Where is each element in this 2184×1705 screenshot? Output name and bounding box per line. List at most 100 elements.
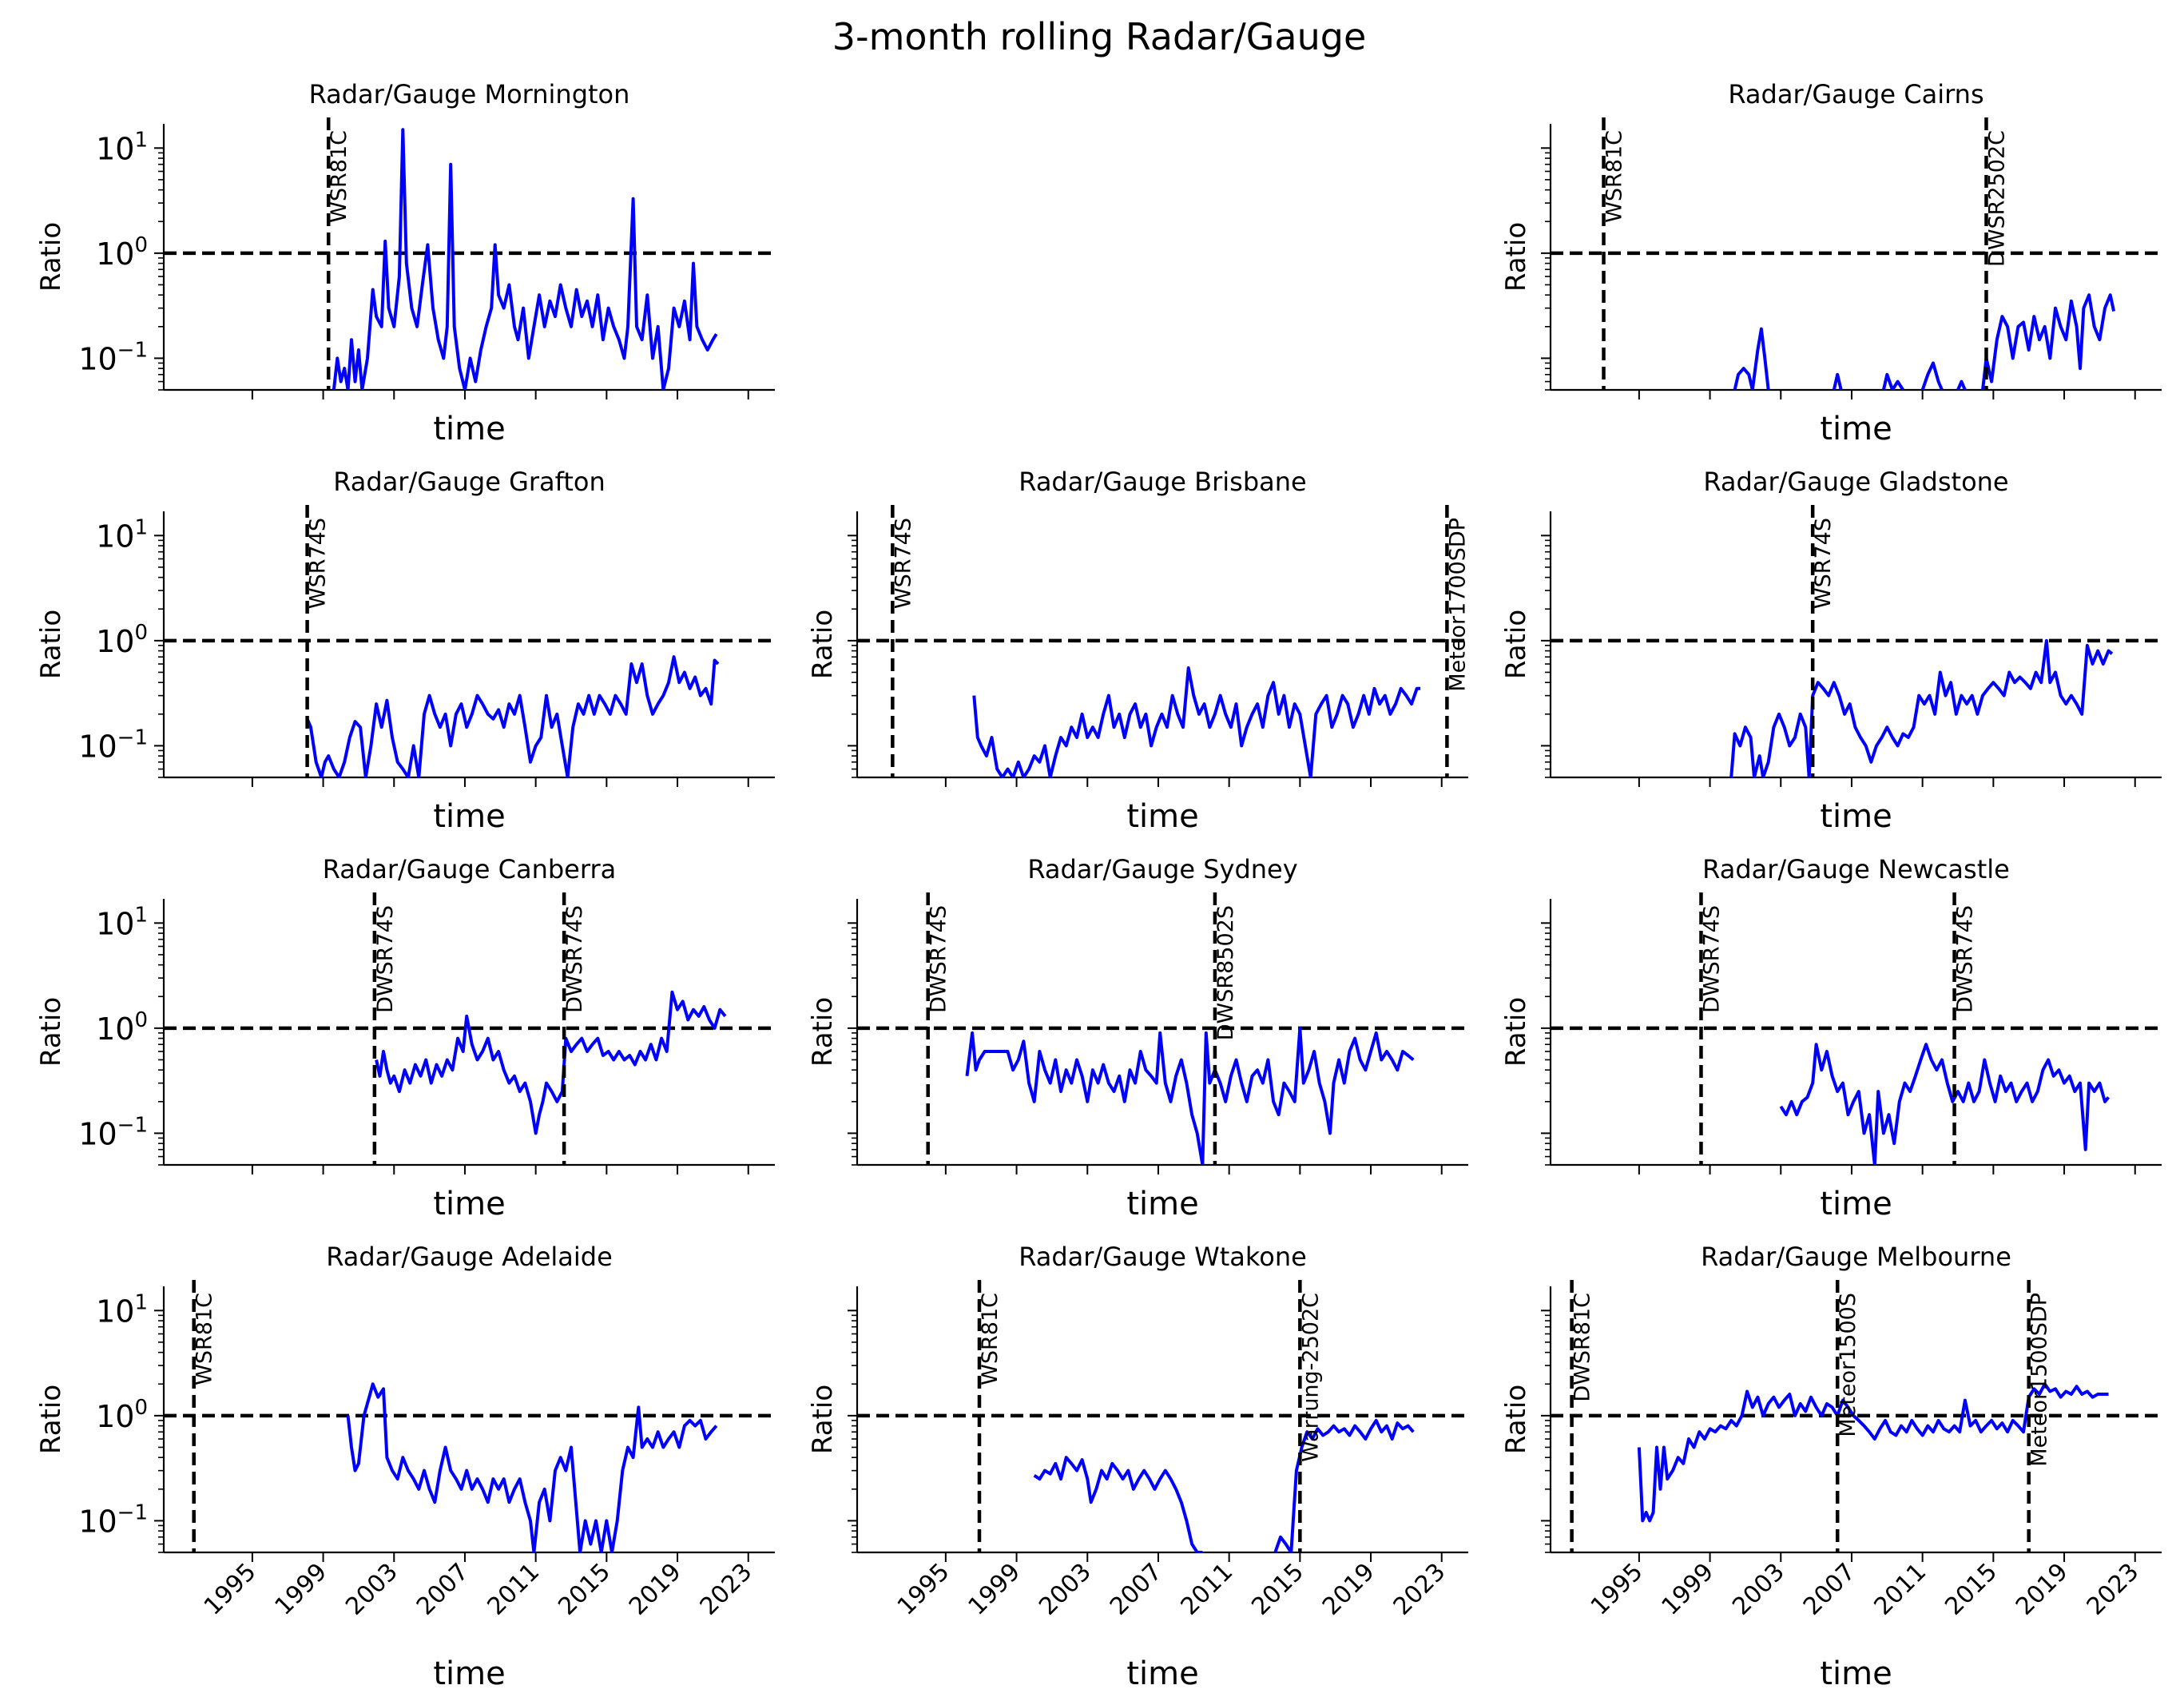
x-tick-label: 2023 — [2082, 1558, 2145, 1621]
panel-cairns: Ratio time Radar/Gauge Cairns WSR81C DWSR250… — [1500, 79, 2162, 447]
y-tick-label: 10−1 — [78, 1500, 148, 1539]
x-tick-label: 1995 — [1586, 1558, 1649, 1621]
figure-title: 3-month rolling Radar/Gauge — [832, 15, 1367, 58]
x-tick-label: 2003 — [1034, 1558, 1097, 1621]
radar-change-label: DWSR74S — [373, 905, 398, 1013]
ratio-series-line — [346, 1382, 718, 1552]
radar-change-label: WSR74S — [1811, 518, 1836, 609]
ratio-series-line — [1779, 1043, 2111, 1165]
y-axis-label: Ratio — [1500, 610, 1532, 679]
radar-change-label: DWSR8502S — [1213, 905, 1238, 1040]
x-tick-label: 1995 — [199, 1558, 262, 1621]
y-axis-label: Ratio — [807, 1385, 839, 1454]
y-tick-label: 10−1 — [78, 338, 148, 376]
radar-change-label: Warrung-2502C — [1298, 1293, 1323, 1462]
y-axis-label: Ratio — [807, 997, 839, 1067]
panel-title: Radar/Gauge Wtakone — [1019, 1242, 1307, 1272]
y-tick-label: 100 — [96, 233, 148, 272]
radar-change-label: DWSR74S — [927, 905, 951, 1013]
radar-change-label: WSR81C — [327, 130, 351, 223]
ratio-series-line — [305, 655, 720, 777]
x-axis-label: time — [1126, 1186, 1198, 1222]
panels: 101 100 10−1 Ratio time Radar/Gauge Morningto… — [35, 79, 2162, 1692]
x-tick-label: 2011 — [482, 1558, 546, 1621]
x-axis-label: time — [433, 1655, 505, 1692]
y-axis-label: Ratio — [35, 610, 67, 679]
panel-mornington: 101 100 10−1 Ratio time Radar/Gauge Morningto… — [35, 79, 775, 447]
x-tick-label: 2003 — [1727, 1558, 1790, 1621]
x-tick-label: 2023 — [695, 1558, 758, 1621]
radar-change-label: Meteor1500S — [1836, 1293, 1860, 1437]
ratio-series-line — [1733, 293, 2116, 390]
y-axis-label: Ratio — [35, 1385, 67, 1454]
panel-title: Radar/Gauge Mornington — [309, 79, 630, 109]
x-tick-label: 2007 — [1798, 1558, 1861, 1621]
ratio-series-line — [332, 128, 718, 390]
panel-adelaide: 101 100 10−1 1995 1999 2003 2007 2011 2015 2019 20… — [35, 1242, 775, 1692]
x-tick-label: 1999 — [1656, 1558, 1719, 1621]
y-tick-label: 101 — [96, 1290, 148, 1329]
radar-change-label: DWSR81C — [1570, 1293, 1595, 1402]
panel-title: Radar/Gauge Canberra — [323, 854, 616, 884]
panel-wtakone: 1995 1999 2003 2007 2011 2015 2019 2023 Ratio tim… — [807, 1242, 1468, 1692]
radar-change-label: WSR74S — [891, 518, 915, 609]
panel-title: Radar/Gauge Brisbane — [1019, 467, 1306, 497]
y-axis-label: Ratio — [1500, 222, 1532, 292]
x-axis-label: time — [1820, 411, 1892, 447]
radar-change-label: Meteor1500SDP — [2027, 1293, 2052, 1467]
radar-change-label: WSR81C — [978, 1293, 1003, 1385]
ratio-series-line — [1729, 638, 2114, 777]
x-tick-label: 2007 — [1105, 1558, 1168, 1621]
y-axis-label: Ratio — [1500, 997, 1532, 1067]
y-tick-label: 10−1 — [78, 1113, 148, 1151]
y-tick-label: 101 — [96, 515, 148, 554]
ratio-series-line — [965, 1026, 1415, 1165]
radar-change-label: Meteor1700SDP — [1445, 518, 1470, 692]
radar-change-label: WSR81C — [193, 1293, 217, 1385]
x-tick-label: 2003 — [340, 1558, 403, 1621]
radar-change-label: DWSR74S — [562, 905, 587, 1013]
x-tick-label: 2023 — [1388, 1558, 1451, 1621]
x-axis-label: time — [433, 798, 505, 835]
panel-title: Radar/Gauge Adelaide — [326, 1242, 613, 1272]
x-tick-label: 2019 — [1317, 1558, 1380, 1621]
x-tick-label: 2015 — [1940, 1558, 2003, 1621]
x-tick-label: 2015 — [1246, 1558, 1309, 1621]
x-tick-label: 2011 — [1176, 1558, 1239, 1621]
radar-change-label: WSR81C — [1602, 130, 1627, 223]
y-tick-label: 100 — [96, 621, 148, 659]
y-tick-label: 10−1 — [78, 725, 148, 764]
x-axis-label: time — [433, 411, 505, 447]
ratio-series-line — [972, 666, 1421, 777]
panel-newcastle: Ratio time Radar/Gauge Newcastle DWSR74S DWS… — [1500, 854, 2162, 1222]
panel-title: Radar/Gauge Gladstone — [1703, 467, 2008, 497]
x-tick-label: 1999 — [269, 1558, 332, 1621]
radar-change-label: WSR74S — [306, 518, 331, 609]
panel-grafton: 101 100 10−1 Ratio time Radar/Gauge GraftonWS… — [35, 467, 775, 835]
x-tick-label: 1999 — [963, 1558, 1026, 1621]
x-tick-label: 2019 — [2011, 1558, 2074, 1621]
x-tick-label: 2015 — [553, 1558, 616, 1621]
panel-brisbane: Ratio time Radar/Gauge Brisbane WSR74S Meteo… — [807, 467, 1470, 835]
ratio-series-line — [375, 990, 727, 1135]
panel-title: Radar/Gauge Sydney — [1027, 854, 1297, 884]
x-tick-label: 1995 — [892, 1558, 955, 1621]
y-tick-label: 100 — [96, 1008, 148, 1047]
radar-change-label: DWSR2502C — [1984, 130, 2009, 267]
x-tick-label: 2007 — [411, 1558, 475, 1621]
radar-change-label: DWSR74S — [1699, 905, 1724, 1013]
panel-canberra: 101 100 10−1 Ratio time Radar/Gauge Canberra D… — [35, 854, 775, 1222]
x-axis-label: time — [1126, 798, 1198, 835]
y-tick-label: 101 — [96, 128, 148, 166]
ratio-series-line — [1033, 1418, 1415, 1552]
y-tick-label: 100 — [96, 1396, 148, 1434]
x-axis-label: time — [1126, 1655, 1198, 1692]
x-axis-label: time — [1820, 1186, 1892, 1222]
panel-gladstone: Ratio time Radar/Gauge Gladstone WSR74S — [1500, 467, 2162, 835]
panel-melbourne: 1995 1999 2003 2007 2011 2015 2019 2023 Ratio tim… — [1500, 1242, 2162, 1692]
panel-title: Radar/Gauge Melbourne — [1701, 1242, 2011, 1272]
panel-title: Radar/Gauge Newcastle — [1702, 854, 2010, 884]
panel-title: Radar/Gauge Cairns — [1728, 79, 1983, 109]
y-axis-label: Ratio — [1500, 1385, 1532, 1454]
